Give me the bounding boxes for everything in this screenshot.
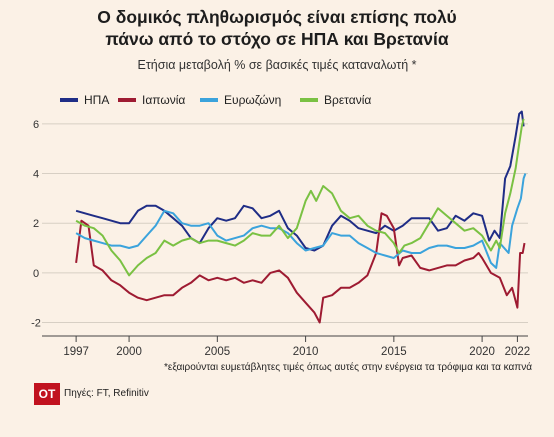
publisher-logo: ΟΤ: [34, 383, 60, 405]
legend-label: Βρετανία: [324, 93, 371, 107]
y-tick-label: 6: [33, 119, 39, 131]
series-line: [75, 110, 525, 252]
footnote: *εξαιρούνται ευμετάβλητες τιμές όπως αυτ…: [163, 362, 532, 373]
series-line: [75, 212, 526, 324]
x-tick-label: 2022: [505, 346, 531, 358]
y-tick-label: -2: [31, 318, 41, 330]
source-note: Πηγές: FT, Refinitiv: [64, 388, 149, 399]
y-tick-label: 4: [33, 169, 39, 181]
x-tick-label: 1997: [63, 346, 89, 358]
chart-title-line-1: Ο δομικός πληθωρισμός είναι επίσης πολύ: [97, 7, 457, 27]
legend-label: Ιαπωνία: [142, 93, 185, 107]
chart-title: Ο δομικός πληθωρισμός είναι επίσης πολύ …: [0, 6, 554, 50]
legend-label: ΗΠΑ: [84, 93, 109, 107]
x-tick-label: 2005: [205, 346, 231, 358]
x-tick-label: 2020: [469, 346, 495, 358]
chart-subtitle: Ετήσια μεταβολή % σε βασικές τιμές καταν…: [137, 58, 417, 72]
chart-title-line-2: πάνω από το στόχο σε ΗΠΑ και Βρετανία: [105, 29, 449, 49]
y-tick-label: 2: [33, 218, 39, 230]
x-tick-label: 2015: [381, 346, 407, 358]
x-tick-label: 2010: [293, 346, 319, 358]
series-line: [75, 118, 525, 277]
legend-label: Ευρωζώνη: [224, 93, 281, 107]
x-tick-label: 2000: [116, 346, 142, 358]
series-line: [75, 173, 527, 269]
y-tick-label: 0: [33, 268, 39, 280]
